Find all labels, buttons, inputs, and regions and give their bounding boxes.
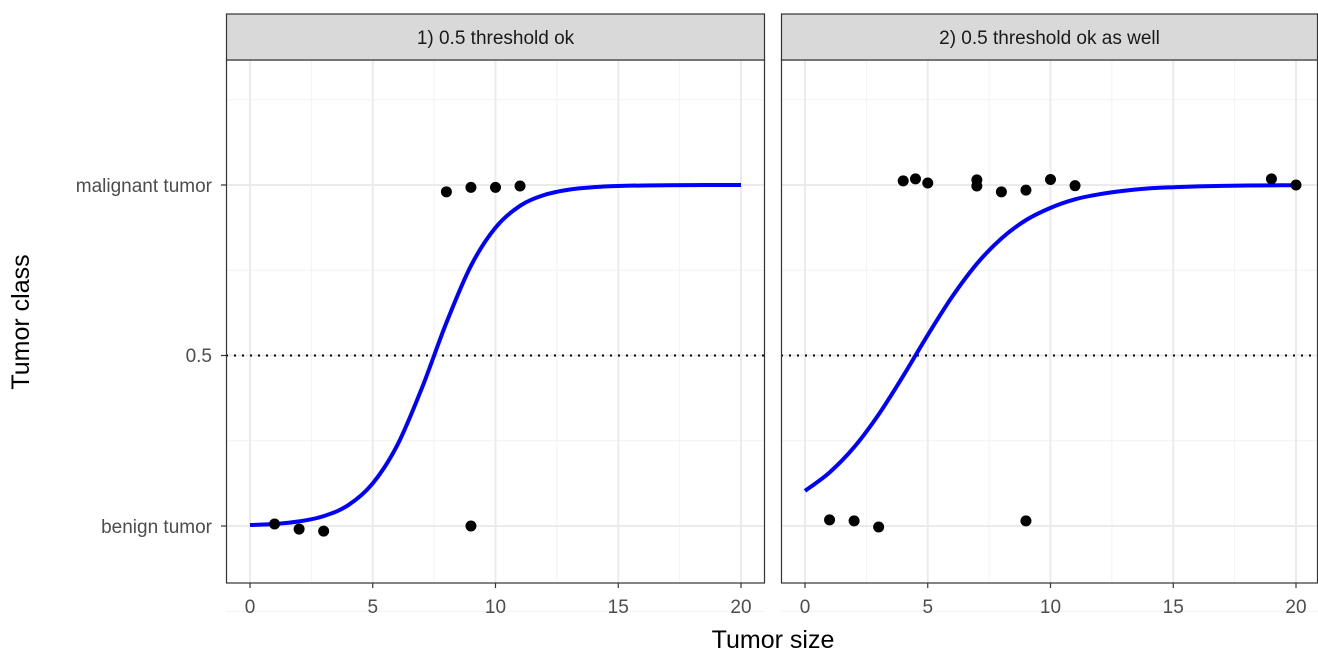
data-point — [514, 180, 526, 192]
x-tick-label: 0 — [245, 597, 256, 618]
data-point — [465, 181, 477, 193]
data-point — [1020, 515, 1032, 527]
y-axis: benign tumor 0.5 malignant tumor — [76, 176, 213, 538]
data-point — [1020, 184, 1032, 196]
data-point — [824, 514, 836, 526]
facet-strip — [225, 13, 766, 61]
data-point — [1290, 179, 1302, 191]
data-point — [848, 515, 860, 527]
x-tick-label: 20 — [730, 597, 751, 618]
data-point — [909, 173, 921, 185]
y-axis-title: Tumor class — [7, 254, 35, 389]
data-point — [490, 181, 501, 193]
data-point — [1045, 174, 1056, 186]
data-point — [1265, 173, 1277, 185]
data-point — [293, 523, 305, 535]
x-tick-label: 15 — [1163, 597, 1184, 618]
x-tick-label: 5 — [367, 597, 378, 618]
data-point — [897, 175, 909, 187]
x-tick-label: 15 — [608, 597, 629, 618]
facet-title: 1) 0.5 threshold ok — [417, 28, 575, 49]
data-point — [873, 521, 885, 533]
x-axis-title: Tumor size — [712, 626, 835, 654]
logistic-curve — [249, 183, 742, 527]
data-point — [971, 180, 983, 192]
x-tick-label: 20 — [1285, 597, 1306, 618]
panel-1: 1) 0.5 threshold ok 0 5 10 15 20 — [221, 13, 766, 618]
y-tick-label-0: benign tumor — [101, 517, 213, 538]
y-tick-label-1: 0.5 — [186, 346, 212, 367]
y-tick-label-2: malignant tumor — [76, 176, 213, 197]
x-tick-label: 0 — [800, 597, 811, 618]
facet-title: 2) 0.5 threshold ok as well — [939, 28, 1160, 49]
data-point — [318, 525, 330, 537]
facet-strip — [780, 13, 1318, 61]
data-point — [995, 186, 1007, 198]
x-tick-label: 5 — [922, 597, 933, 618]
data-point — [440, 186, 452, 198]
x-tick-label: 10 — [1040, 597, 1061, 618]
data-point — [922, 177, 934, 189]
data-point — [269, 518, 281, 530]
logistic-curve — [803, 183, 1297, 493]
panel-2: 2) 0.5 threshold ok as well 0 5 10 15 20 — [780, 13, 1318, 618]
x-tick-label: 10 — [485, 597, 506, 618]
data-point — [1069, 180, 1081, 192]
data-point — [465, 520, 477, 532]
